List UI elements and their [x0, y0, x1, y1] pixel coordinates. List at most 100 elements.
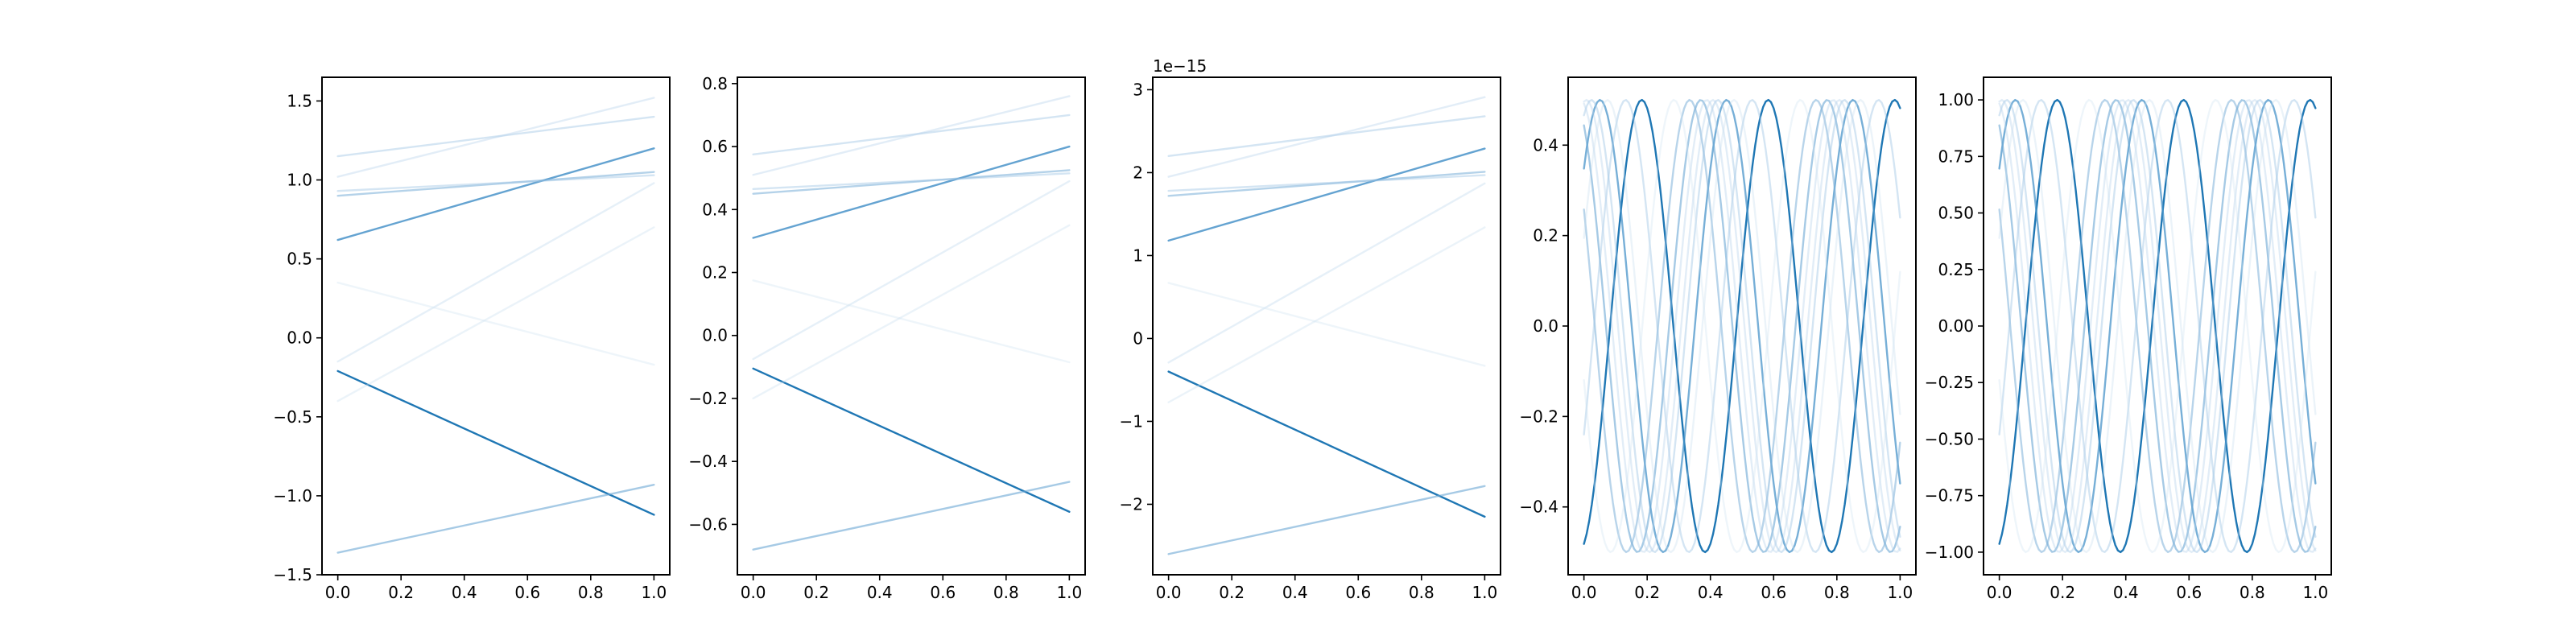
y-tick-label: 0.4 [1533, 135, 1558, 155]
subplot-1: 0.0 0.2 0.4 0.6 0.8 1.0 1.5 1.0 0.5 0.0 −0.5 −1.0 −1… [273, 76, 671, 602]
x-tick-label: 0.0 [325, 583, 351, 602]
x-tick-label: 0.8 [2240, 583, 2265, 602]
series-line-1 [1583, 98, 1901, 554]
y-tick-label: 0.4 [702, 200, 728, 219]
series-line-5 [1583, 98, 1901, 554]
y-tick-label: 0.8 [702, 74, 728, 93]
series-group [1167, 96, 1486, 555]
series-line-5 [752, 172, 1071, 191]
series-line-3 [336, 483, 655, 554]
y-tick-label: −0.2 [1519, 407, 1558, 426]
y-tick-label: 0.00 [1938, 316, 1974, 336]
y-tick-label: 0.0 [287, 328, 312, 348]
series-line-4 [752, 169, 1071, 195]
y-tick-label: −0.2 [688, 389, 728, 408]
y-tick-label: −0.5 [273, 407, 312, 427]
series-line-1 [1167, 370, 1486, 518]
x-tick-label: 0.0 [1156, 583, 1182, 602]
series-line-1 [1998, 98, 2317, 554]
axes-frame [321, 76, 671, 576]
x-tick-label: 0.6 [1761, 583, 1786, 602]
y-tick-label: 1.5 [287, 91, 312, 110]
y-tick-label: −1 [1120, 411, 1143, 431]
series-line-7 [336, 97, 655, 178]
y-tick-label: 0.0 [1533, 316, 1558, 336]
x-tick-label: 0.6 [1345, 583, 1371, 602]
series-line-4 [1583, 98, 1901, 554]
y-tick-label: −0.4 [688, 452, 728, 471]
series-line-6 [1998, 98, 2317, 554]
y-tick-label: −1.5 [273, 565, 312, 584]
x-tick-label: 1.0 [2302, 583, 2328, 602]
series-line-8 [752, 180, 1071, 361]
series-line-9 [336, 226, 655, 402]
series-line-10 [1583, 98, 1901, 554]
y-tick-label: 0.25 [1938, 260, 1974, 279]
series-line-9 [1167, 226, 1486, 403]
subplot-5: 0.0 0.2 0.4 0.6 0.8 1.0 1.00 0.75 0.50 0.25 0.00 −0… [1925, 76, 2332, 602]
series-line-6 [752, 114, 1071, 156]
y-tick-label: 0.50 [1938, 204, 1974, 223]
series-line-8 [1167, 182, 1486, 364]
series-line-2 [1167, 147, 1486, 242]
x-tick-label: 0.4 [2113, 583, 2139, 602]
series-line-6 [1167, 115, 1486, 158]
y-tick-label: −1.00 [1925, 543, 1974, 562]
y-tick-label: −0.50 [1925, 429, 1974, 448]
series-line-5 [1998, 98, 2317, 554]
x-tick-label: 0.0 [1987, 583, 2013, 602]
x-tick-label: 0.0 [1571, 583, 1597, 602]
y-tick-label: 1.00 [1938, 90, 1974, 109]
series-line-6 [1583, 98, 1901, 554]
y-tick-label: 0.2 [702, 263, 728, 283]
x-tick-label: 0.8 [1409, 583, 1435, 602]
series-line-3 [1167, 485, 1486, 555]
y-tick-label: 0.75 [1938, 147, 1974, 166]
x-tick-label: 0.8 [993, 583, 1019, 602]
y-tick-label: −1.0 [273, 486, 312, 506]
x-tick-label: 1.0 [1887, 583, 1913, 602]
series-line-3 [752, 481, 1071, 551]
series-line-2 [1998, 98, 2317, 554]
series-line-7 [1167, 96, 1486, 178]
series-line-7 [1583, 98, 1901, 554]
series-line-3 [1998, 99, 2317, 553]
series-line-9 [1583, 98, 1901, 554]
series-line-5 [1167, 174, 1486, 192]
x-tick-label: 1.0 [1472, 583, 1497, 602]
series-group [1998, 98, 2317, 554]
x-tick-label: 0.2 [803, 583, 829, 602]
axes-frame [737, 76, 1086, 576]
subplot-3: 0.0 0.2 0.4 0.6 0.8 1.0 3 2 1 0 −1 −2 1e−15 [1120, 56, 1501, 602]
x-tick-label: 0.6 [2176, 583, 2202, 602]
y-tick-label: 0.0 [702, 326, 728, 345]
y-tick-label: 2 [1133, 163, 1143, 182]
series-line-6 [336, 115, 655, 158]
x-tick-label: 0.4 [867, 583, 893, 602]
series-line-4 [336, 171, 655, 197]
series-line-7 [752, 95, 1071, 176]
x-tick-label: 0.2 [1634, 583, 1660, 602]
y-tick-label: 1 [1133, 246, 1143, 265]
y-tick-label: 3 [1133, 80, 1143, 99]
y-tick-label: −0.6 [688, 514, 728, 534]
series-line-8 [1583, 99, 1901, 553]
series-line-8 [336, 182, 655, 363]
subplot-2: 0.0 0.2 0.4 0.6 0.8 1.0 0.8 0.6 0.4 0.2 0.0 −0.2 −0.… [688, 74, 1086, 602]
x-tick-label: 1.0 [1056, 583, 1082, 602]
series-group [1583, 98, 1901, 554]
x-tick-label: 0.2 [388, 583, 414, 602]
y-tick-label: −0.4 [1519, 497, 1558, 517]
axes-frame [1152, 76, 1501, 576]
y-tick-label: 0.6 [702, 137, 728, 156]
series-line-9 [752, 224, 1071, 400]
series-line-10 [336, 281, 655, 366]
x-tick-label: 0.4 [1698, 583, 1724, 602]
x-tick-label: 0.2 [2050, 583, 2075, 602]
y-tick-label: 1.0 [287, 171, 312, 190]
series-line-3 [1583, 99, 1901, 553]
series-line-2 [752, 145, 1071, 239]
y-tick-label: 0.5 [287, 250, 312, 269]
x-tick-label: 0.2 [1219, 583, 1245, 602]
